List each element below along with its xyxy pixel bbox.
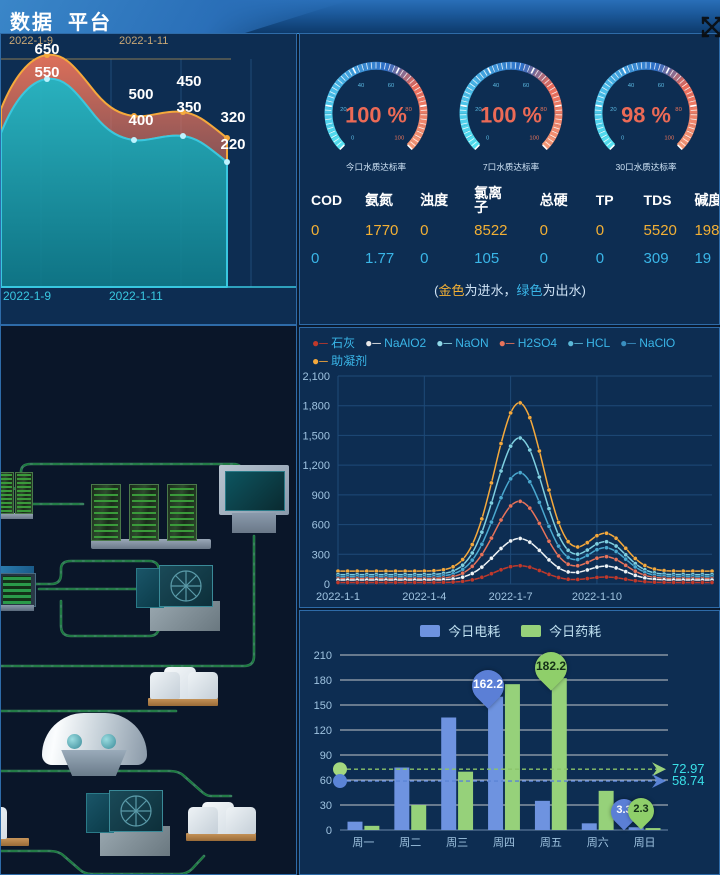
- svg-text:周二: 周二: [399, 836, 421, 849]
- svg-text:100: 100: [664, 136, 675, 142]
- svg-text:100: 100: [394, 136, 405, 142]
- svg-text:60: 60: [388, 83, 395, 89]
- svg-text:2022-1-11: 2022-1-11: [119, 35, 168, 47]
- svg-text:100 %: 100 %: [345, 103, 407, 128]
- svg-text:0: 0: [486, 136, 490, 142]
- svg-text:98 %: 98 %: [621, 103, 671, 128]
- svg-text:100: 100: [529, 136, 540, 142]
- svg-text:150: 150: [314, 700, 332, 712]
- svg-text:58.74: 58.74: [672, 773, 705, 788]
- svg-text:60: 60: [658, 83, 665, 89]
- svg-text:1,500: 1,500: [302, 430, 330, 442]
- svg-text:60: 60: [523, 83, 530, 89]
- svg-text:周六: 周六: [587, 836, 609, 849]
- svg-text:周四: 周四: [493, 836, 515, 849]
- svg-text:1,800: 1,800: [302, 401, 330, 413]
- svg-text:周日: 周日: [634, 836, 656, 849]
- svg-text:2,100: 2,100: [302, 371, 330, 383]
- svg-text:30: 30: [320, 800, 332, 812]
- svg-text:0: 0: [621, 136, 625, 142]
- svg-text:周一: 周一: [352, 836, 374, 849]
- svg-text:7口水质达标率: 7口水质达标率: [483, 161, 540, 172]
- svg-text:0: 0: [324, 579, 330, 591]
- svg-text:400: 400: [128, 112, 153, 129]
- svg-text:100 %: 100 %: [480, 103, 542, 128]
- svg-text:40: 40: [628, 83, 635, 89]
- svg-text:650: 650: [34, 41, 59, 58]
- svg-text:20: 20: [610, 107, 617, 113]
- svg-text:300: 300: [312, 549, 330, 561]
- svg-text:0: 0: [351, 136, 355, 142]
- svg-text:2022-1-4: 2022-1-4: [402, 591, 446, 603]
- svg-text:1,200: 1,200: [302, 460, 330, 472]
- svg-text:2022-1-9: 2022-1-9: [3, 289, 51, 303]
- svg-text:60: 60: [320, 775, 332, 787]
- svg-text:30口水质达标率: 30口水质达标率: [615, 161, 677, 172]
- svg-text:周三: 周三: [446, 836, 468, 849]
- svg-text:2022-1-1: 2022-1-1: [316, 591, 360, 603]
- svg-text:210: 210: [314, 650, 332, 662]
- svg-text:2022-1-10: 2022-1-10: [572, 591, 622, 603]
- svg-text:450: 450: [176, 73, 201, 90]
- svg-text:320: 320: [220, 109, 245, 126]
- svg-text:900: 900: [312, 490, 330, 502]
- svg-text:40: 40: [493, 83, 500, 89]
- svg-text:180: 180: [314, 675, 332, 687]
- svg-text:2022-1-11: 2022-1-11: [109, 289, 163, 303]
- svg-text:500: 500: [128, 86, 153, 103]
- svg-text:周五: 周五: [540, 836, 562, 849]
- svg-text:0: 0: [326, 825, 332, 837]
- svg-text:600: 600: [312, 520, 330, 532]
- svg-text:2022-1-7: 2022-1-7: [489, 591, 533, 603]
- svg-text:550: 550: [34, 64, 59, 81]
- svg-text:220: 220: [220, 136, 245, 153]
- svg-text:80: 80: [675, 107, 682, 113]
- svg-text:350: 350: [176, 99, 201, 116]
- svg-text:今口水质达标率: 今口水质达标率: [346, 161, 407, 172]
- svg-text:40: 40: [358, 83, 365, 89]
- svg-text:90: 90: [320, 750, 332, 762]
- svg-text:120: 120: [314, 725, 332, 737]
